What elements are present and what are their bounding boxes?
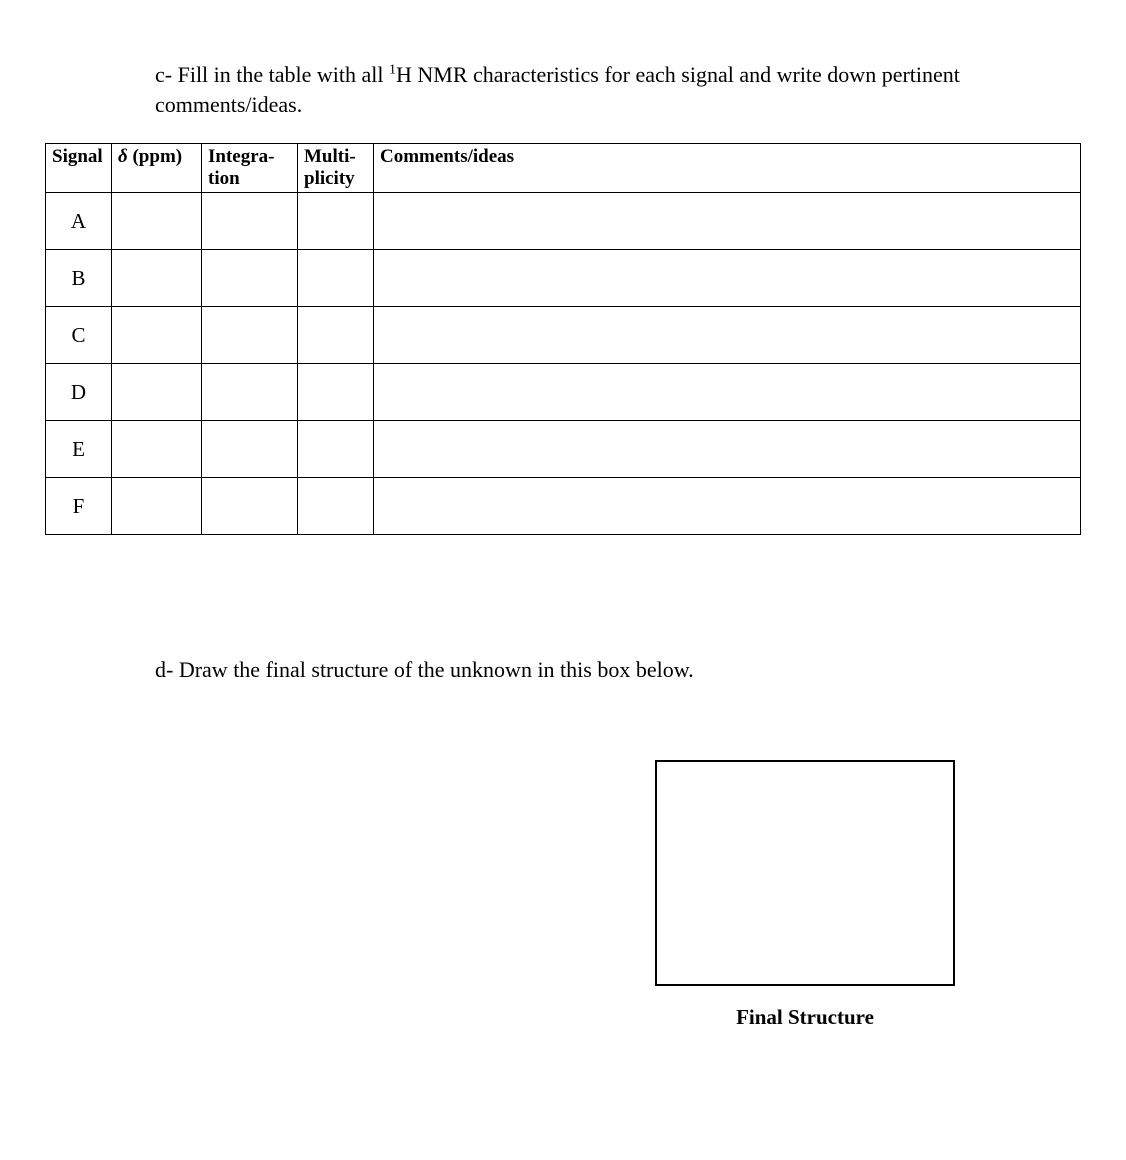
cell-signal: F — [46, 478, 112, 535]
cell-delta — [112, 250, 202, 307]
header-delta-unit: (ppm) — [128, 146, 182, 167]
header-multiplicity: Multi-plicity — [298, 144, 374, 193]
cell-comments — [374, 250, 1081, 307]
header-delta-symbol: δ — [118, 146, 128, 167]
cell-delta — [112, 478, 202, 535]
cell-delta — [112, 193, 202, 250]
cell-multiplicity — [298, 364, 374, 421]
cell-integration — [202, 250, 298, 307]
final-structure-label: Final Structure — [655, 1005, 955, 1030]
prompt-c-superscript: 1 — [389, 63, 396, 78]
cell-signal: E — [46, 421, 112, 478]
cell-multiplicity — [298, 193, 374, 250]
cell-integration — [202, 364, 298, 421]
cell-multiplicity — [298, 478, 374, 535]
cell-comments — [374, 364, 1081, 421]
cell-signal: D — [46, 364, 112, 421]
table-row: B — [46, 250, 1081, 307]
cell-delta — [112, 364, 202, 421]
header-integration-line2: tion — [208, 168, 240, 189]
cell-multiplicity — [298, 250, 374, 307]
header-signal: Signal — [46, 144, 112, 193]
header-delta: δ (ppm) — [112, 144, 202, 193]
cell-comments — [374, 307, 1081, 364]
cell-multiplicity — [298, 307, 374, 364]
cell-integration — [202, 193, 298, 250]
header-multiplicity-line2: plicity — [304, 168, 355, 189]
cell-integration — [202, 307, 298, 364]
nmr-table: Signal δ (ppm) Integra-tion Multi-plicit… — [45, 143, 1081, 535]
prompt-c: c- Fill in the table with all 1H NMR cha… — [155, 60, 1051, 119]
header-comments: Comments/ideas — [374, 144, 1081, 193]
cell-comments — [374, 421, 1081, 478]
cell-signal: C — [46, 307, 112, 364]
header-integration-line1: Integra- — [208, 146, 274, 167]
table-row: C — [46, 307, 1081, 364]
cell-comments — [374, 193, 1081, 250]
worksheet-page: c- Fill in the table with all 1H NMR cha… — [0, 0, 1126, 1160]
header-multiplicity-line1: Multi- — [304, 146, 356, 167]
table-row: E — [46, 421, 1081, 478]
header-integration: Integra-tion — [202, 144, 298, 193]
final-structure-box — [655, 760, 955, 986]
cell-comments — [374, 478, 1081, 535]
prompt-d: d- Draw the final structure of the unkno… — [155, 655, 1051, 685]
cell-signal: A — [46, 193, 112, 250]
table-row: D — [46, 364, 1081, 421]
cell-multiplicity — [298, 421, 374, 478]
prompt-c-prefix: c- Fill in the table with all — [155, 62, 389, 87]
cell-delta — [112, 421, 202, 478]
table-row: F — [46, 478, 1081, 535]
cell-integration — [202, 478, 298, 535]
cell-signal: B — [46, 250, 112, 307]
cell-integration — [202, 421, 298, 478]
cell-delta — [112, 307, 202, 364]
table-header-row: Signal δ (ppm) Integra-tion Multi-plicit… — [46, 144, 1081, 193]
table-row: A — [46, 193, 1081, 250]
